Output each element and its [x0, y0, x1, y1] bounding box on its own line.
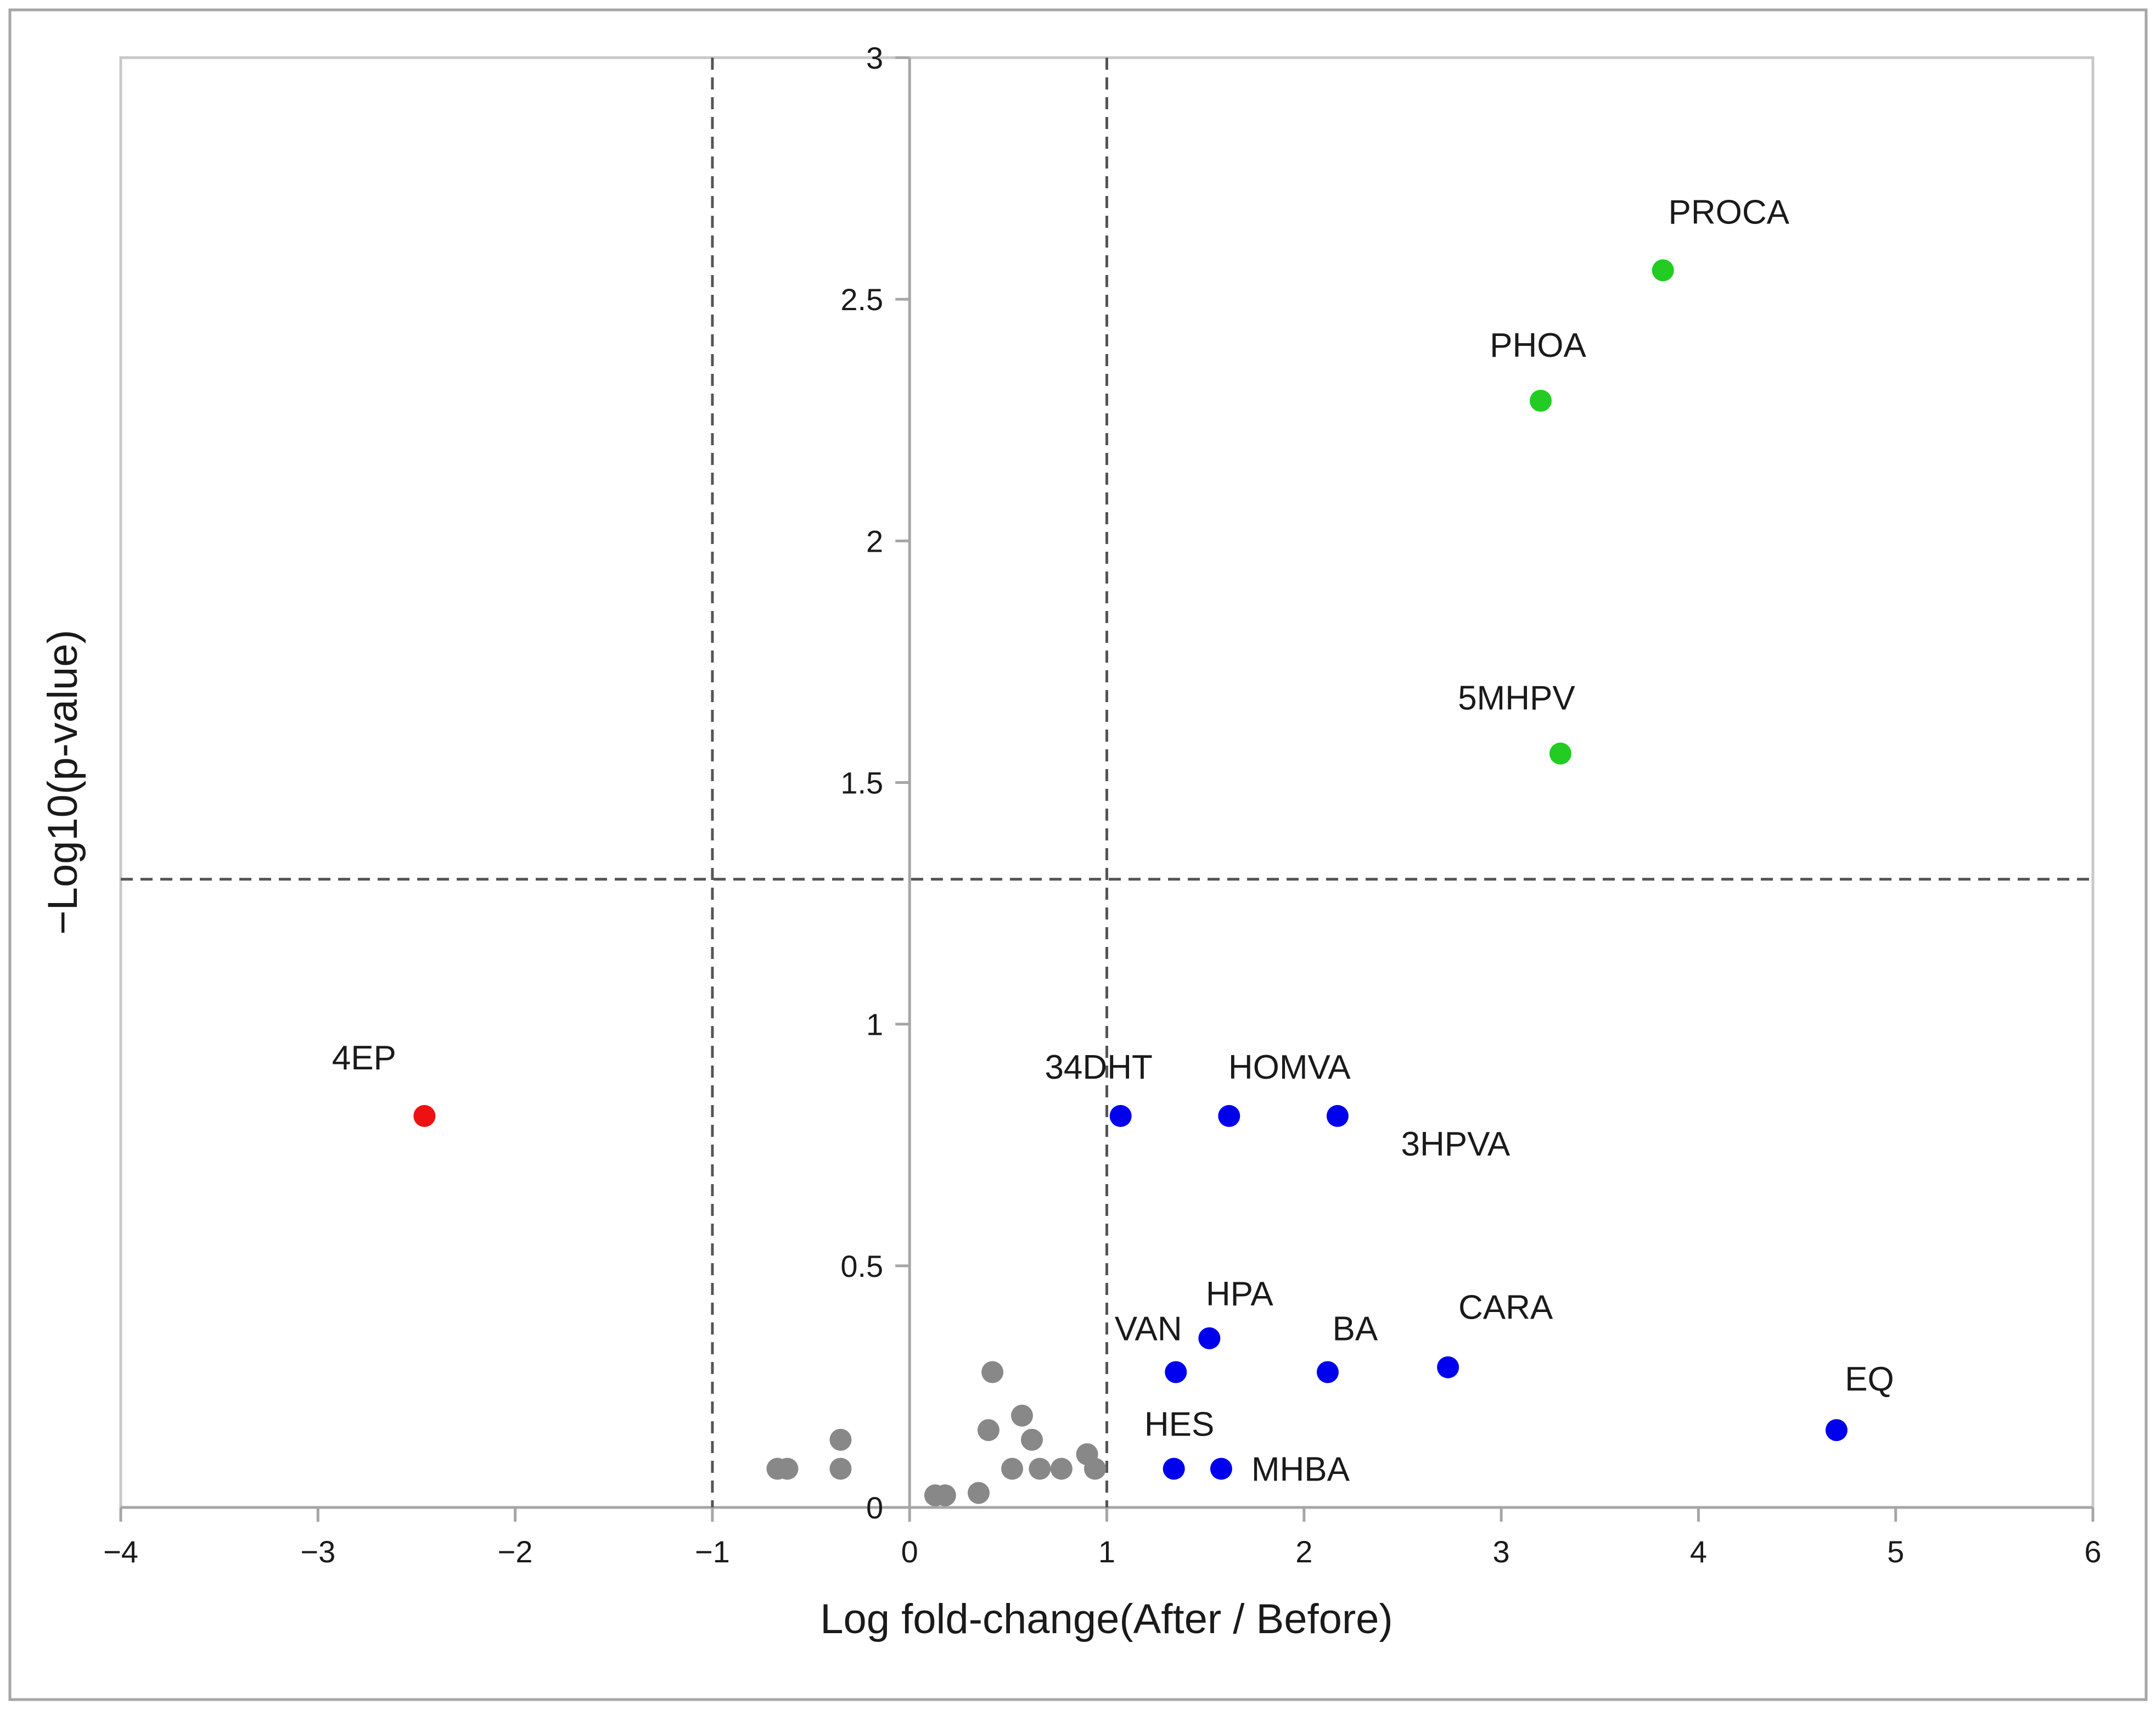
ticks: −4 −3 −2 −1 0 1 2 3 4 5 6 0 0.5 1 1.5 2 2.5 3	[103, 41, 2102, 1569]
point-ba	[1316, 1361, 1339, 1383]
x-tick-label: 4	[1690, 1534, 1707, 1569]
point-not-significant	[829, 1428, 852, 1451]
label-ba: BA	[1333, 1310, 1378, 1348]
label-hpa: HPA	[1206, 1275, 1274, 1313]
data-points	[413, 259, 1848, 1506]
outer-border	[8, 8, 2148, 1701]
x-tick-label: 6	[2084, 1534, 2101, 1569]
point-34dht	[1109, 1105, 1132, 1127]
point-not-significant	[1029, 1457, 1051, 1480]
point-homva	[1218, 1105, 1240, 1127]
point-not-significant	[934, 1484, 956, 1506]
point-not-significant	[829, 1457, 852, 1480]
point-hpa	[1198, 1327, 1221, 1349]
point-not-significant	[981, 1361, 1004, 1383]
label-mhba: MHBA	[1251, 1451, 1350, 1489]
point-phoa	[1529, 390, 1552, 412]
label-proca: PROCA	[1668, 193, 1789, 231]
point-not-significant	[1020, 1428, 1043, 1451]
label-homva: HOMVA	[1228, 1049, 1351, 1086]
label-cara: CARA	[1458, 1289, 1553, 1327]
y-tick-label: 0	[866, 1490, 883, 1525]
x-tick-label: 5	[1887, 1534, 1904, 1569]
x-tick-label: −4	[103, 1534, 138, 1569]
label-5mhpv: 5MHPV	[1458, 680, 1575, 717]
label-4ep: 4EP	[332, 1039, 396, 1077]
x-tick-label: 3	[1493, 1534, 1510, 1569]
label-phoa: PHOA	[1490, 327, 1586, 365]
x-tick-label: −2	[498, 1534, 533, 1569]
point-4ep	[413, 1105, 436, 1127]
x-tick-label: 0	[901, 1534, 918, 1569]
label-eq: EQ	[1845, 1360, 1894, 1398]
point-5mhpv	[1549, 742, 1571, 765]
point-not-significant	[1083, 1457, 1106, 1480]
point-mhba	[1210, 1457, 1232, 1480]
y-axis-title: −Log10(p-value)	[40, 630, 86, 935]
point-not-significant	[1001, 1457, 1024, 1480]
label-3hpva: 3HPVA	[1401, 1125, 1511, 1163]
point-not-significant	[977, 1419, 1000, 1442]
x-tick-label: 1	[1098, 1534, 1115, 1569]
x-tick-label: 2	[1295, 1534, 1312, 1569]
point-proca	[1652, 259, 1674, 282]
point-hes	[1163, 1457, 1185, 1480]
y-tick-label: 1.5	[840, 766, 883, 800]
point-not-significant	[1050, 1457, 1073, 1480]
y-tick-label: 0.5	[840, 1249, 883, 1283]
y-tick-label: 1	[866, 1007, 883, 1042]
threshold-lines	[121, 58, 2093, 1507]
point-not-significant	[1011, 1404, 1034, 1427]
point-van	[1165, 1361, 1187, 1383]
point-not-significant	[967, 1482, 990, 1504]
x-axis-title: Log fold-change(After / Before)	[820, 1596, 1393, 1642]
point-labels: PROCA PHOA 5MHPV 4EP 34DHT HOMVA 3HPVA HPA VAN BA…	[332, 193, 1894, 1488]
y-tick-label: 3	[866, 41, 883, 75]
label-van: VAN	[1115, 1310, 1182, 1348]
label-hes: HES	[1144, 1406, 1214, 1444]
point-cara	[1437, 1356, 1459, 1378]
label-34dht: 34DHT	[1045, 1049, 1152, 1086]
point-3hpva	[1326, 1105, 1349, 1127]
point-eq	[1825, 1419, 1848, 1442]
point-not-significant	[776, 1457, 799, 1480]
x-tick-label: −3	[300, 1534, 335, 1569]
x-tick-label: −1	[695, 1534, 730, 1569]
y-tick-label: 2	[866, 524, 883, 558]
y-tick-label: 2.5	[840, 282, 883, 317]
